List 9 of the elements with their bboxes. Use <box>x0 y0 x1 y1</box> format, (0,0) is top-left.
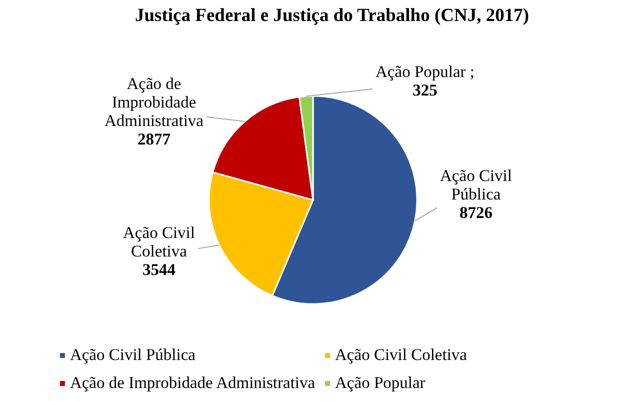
chart-title: Justiça Federal e Justiça do Trabalho (CNJ, 2017) <box>135 6 529 26</box>
data-label: Ação de Improbidade Administrativa 2877 <box>104 74 204 148</box>
legend-label: Ação Popular <box>335 373 426 392</box>
data-label: Ação Civil Coletiva 3544 <box>123 223 196 279</box>
data-label: Ação Civil Pública 8726 <box>440 166 512 222</box>
legend-label: Ação Civil Coletiva <box>335 345 468 364</box>
legend-label: Ação Civil Pública <box>70 345 196 364</box>
data-label: Ação Popular ; 325 <box>376 62 474 100</box>
legend-label: Ação de Improbidade Administrativa <box>70 373 316 392</box>
